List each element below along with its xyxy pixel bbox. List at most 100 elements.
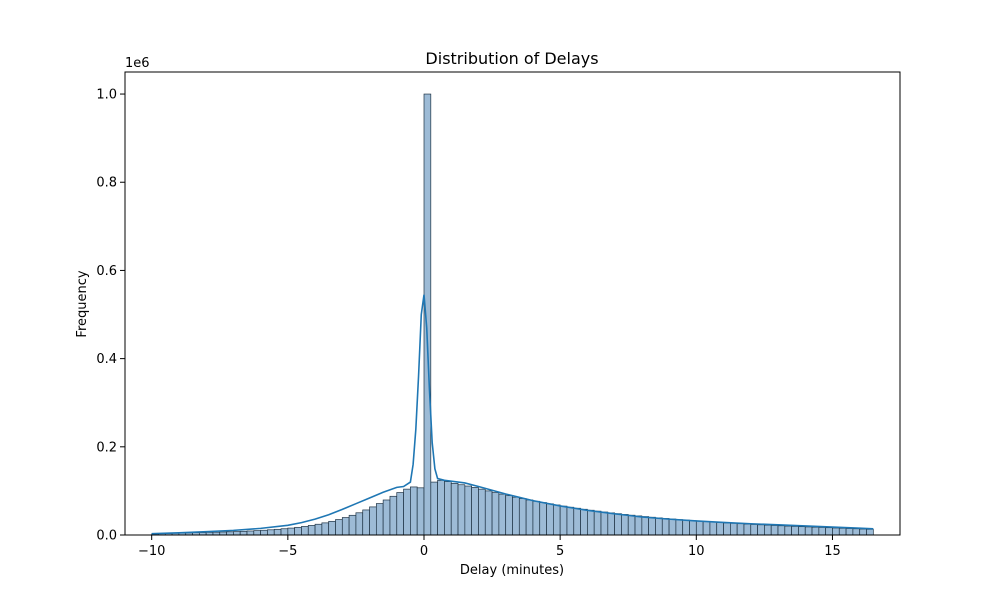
histogram-bar: [328, 520, 336, 536]
histogram-bar: [450, 483, 459, 536]
histogram-bar: [273, 528, 282, 536]
histogram-bar: [233, 531, 241, 536]
chart-title: Distribution of Delays: [425, 49, 598, 68]
histogram-bar: [301, 526, 309, 536]
histogram-bar: [505, 495, 513, 536]
histogram-bar: [559, 505, 568, 536]
histogram-bar: [552, 504, 561, 536]
histogram-bar: [307, 525, 316, 536]
x-tick-label: 5: [556, 544, 564, 559]
histogram-bar: [546, 503, 554, 536]
histogram-bar: [321, 522, 330, 536]
histogram-bar: [478, 488, 486, 536]
histogram-bar: [355, 512, 364, 536]
histogram-bar: [818, 527, 827, 536]
histogram-bar: [682, 519, 690, 536]
histogram-bar: [260, 529, 268, 536]
y-axis-offset-text: 1e6: [125, 56, 150, 71]
histogram-bar: [389, 495, 398, 536]
x-axis-label: Delay (minutes): [460, 563, 564, 578]
histogram-bar: [791, 526, 799, 536]
histogram-bar: [267, 529, 275, 536]
histogram-bar: [369, 506, 377, 536]
y-axis-label: Frequency: [75, 270, 90, 337]
plot-frame: [124, 71, 901, 536]
histogram-bar: [239, 530, 248, 536]
histogram-bar: [382, 499, 391, 536]
x-tick-label: 0: [420, 544, 428, 559]
histogram-bar: [648, 516, 656, 536]
histogram-bar: [641, 516, 650, 536]
histogram-bar: [335, 519, 343, 536]
histogram-bar: [362, 509, 370, 536]
histogram-bar: [587, 509, 595, 536]
histogram-bar: [396, 492, 404, 536]
y-tick-label: 1.0: [96, 88, 117, 103]
histogram-bar: [661, 518, 670, 536]
histogram-bar: [777, 525, 786, 536]
histogram-bar: [621, 514, 629, 536]
histogram-bar: [246, 530, 255, 536]
y-tick-label: 0.0: [96, 529, 117, 544]
histogram-bar: [525, 499, 534, 536]
y-tick-label: 0.4: [96, 352, 117, 367]
histogram-bar: [743, 523, 752, 536]
histogram-bar: [532, 500, 541, 536]
x-tick-label: 15: [824, 544, 841, 559]
histogram-bar: [437, 479, 445, 536]
histogram-bar: [634, 515, 643, 536]
histogram-bar: [716, 522, 724, 536]
histogram-bar: [341, 517, 350, 536]
histogram-bar: [627, 514, 636, 536]
x-tick-label: −10: [138, 544, 165, 559]
histogram-bar: [811, 526, 820, 536]
histogram-bar: [689, 520, 697, 536]
histogram-bar: [852, 528, 861, 536]
histogram-bar: [675, 519, 684, 536]
histogram-bar: [416, 487, 425, 536]
histogram-bar: [866, 528, 874, 536]
histogram-bar: [607, 512, 615, 536]
histogram-bar: [838, 527, 847, 536]
histogram-bar: [593, 510, 602, 536]
histogram-bar: [410, 486, 418, 536]
histogram-bar: [757, 524, 765, 536]
histogram-bar: [444, 481, 452, 536]
y-tick-label: 0.8: [96, 176, 117, 191]
histogram-bar: [512, 496, 520, 536]
histogram-bar: [784, 525, 792, 536]
histogram-bar: [253, 530, 261, 536]
histogram-bar: [566, 506, 575, 536]
kde-line: [151, 294, 874, 535]
histogram-bar: [280, 528, 289, 536]
histogram-bar: [375, 503, 384, 536]
histogram-bar: [804, 526, 813, 536]
y-tick-label: 0.2: [96, 440, 117, 455]
x-axis: −10 −5 0 5 10 15: [138, 535, 841, 559]
histogram-bar: [770, 525, 779, 536]
histogram-bar: [709, 521, 718, 536]
histogram-bar: [403, 488, 411, 536]
histogram-bar: [825, 527, 833, 536]
histogram-bar: [580, 508, 588, 536]
histogram-bar: [695, 520, 704, 536]
histogram-bar: [484, 490, 493, 536]
histogram-bar: [736, 523, 745, 536]
histogram-bar: [798, 526, 806, 536]
histogram-bar: [471, 487, 479, 536]
histogram-bar: [614, 513, 622, 536]
histogram-bar: [287, 527, 295, 536]
histogram-bar: [498, 493, 507, 536]
histogram-bar: [845, 528, 854, 536]
histogram-bar: [457, 484, 466, 536]
y-axis: 0.0 0.2 0.4 0.6 0.8 1.0: [96, 88, 125, 544]
histogram-bar: [832, 527, 840, 536]
y-tick-label: 0.6: [96, 264, 117, 279]
histogram-bar: [430, 481, 438, 536]
histogram-bar: [729, 522, 738, 536]
x-tick-label: −5: [278, 544, 297, 559]
histogram-bar: [723, 522, 731, 536]
histogram-bar: [539, 502, 547, 536]
x-tick-label: 10: [688, 544, 705, 559]
histogram-bar: [600, 511, 609, 536]
